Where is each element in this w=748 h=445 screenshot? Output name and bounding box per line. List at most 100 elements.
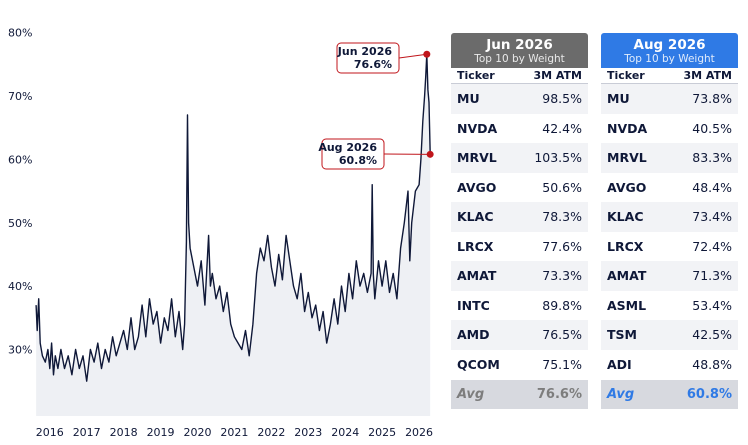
annotation-leader xyxy=(398,53,427,59)
avg-value: 60.8% xyxy=(686,387,732,402)
ticker-cell: KLAC xyxy=(457,209,494,225)
x-tick-label: 2023 xyxy=(294,426,322,439)
ticker-cell: AMD xyxy=(457,327,490,343)
table-row: AVGO 48.4% xyxy=(601,173,738,203)
table-row: NVDA 40.5% xyxy=(601,114,738,144)
ticker-cell: NVDA xyxy=(607,120,648,136)
atm-cell: 50.6% xyxy=(542,179,582,195)
ticker-cell: MRVL xyxy=(457,150,497,166)
series-line xyxy=(35,53,431,382)
column-headers: Ticker 3M ATM xyxy=(601,68,738,84)
atm-cell: 77.6% xyxy=(542,238,582,254)
atm-cell: 48.4% xyxy=(692,179,732,195)
annotation-marker xyxy=(426,150,434,158)
x-tick-label: 2026 xyxy=(405,426,433,439)
area-fill xyxy=(36,54,431,416)
ticker-cell: AVGO xyxy=(457,179,497,195)
atm-cell: 76.5% xyxy=(542,327,582,343)
atm-cell: 42.5% xyxy=(692,327,732,343)
ticker-cell: AMAT xyxy=(607,268,647,284)
table-title: Aug 2026 xyxy=(633,37,706,53)
table-row: MRVL 103.5% xyxy=(451,143,588,173)
table-row: AMAT 73.3% xyxy=(451,261,588,291)
table-aug-2026: Aug 2026 Top 10 by Weight Ticker 3M ATM … xyxy=(601,33,738,409)
table-row: KLAC 78.3% xyxy=(451,202,588,232)
atm-cell: 71.3% xyxy=(692,268,732,284)
atm-cell: 75.1% xyxy=(542,356,582,372)
atm-cell: 83.3% xyxy=(692,150,732,166)
annotation-marker xyxy=(423,50,431,58)
table-jun-2026: Jun 2026 Top 10 by Weight Ticker 3M ATM … xyxy=(451,33,588,409)
y-tick-label: 60% xyxy=(8,153,32,166)
x-tick-label: 2021 xyxy=(220,426,248,439)
table-row: LRCX 77.6% xyxy=(451,232,588,262)
table-row: NVDA 42.4% xyxy=(451,114,588,144)
avg-label: Avg xyxy=(457,387,485,402)
table-row: INTC 89.8% xyxy=(451,291,588,321)
atm-cell: 40.5% xyxy=(692,120,732,136)
atm-cell: 73.4% xyxy=(692,209,732,225)
table-row: MU 98.5% xyxy=(451,84,588,114)
col-atm: 3M ATM xyxy=(683,69,732,82)
ticker-cell: MU xyxy=(457,91,480,107)
table-row: ADI 48.8% xyxy=(601,350,738,380)
x-tick-label: 2022 xyxy=(257,426,285,439)
y-tick-label: 50% xyxy=(8,217,32,230)
ticker-cell: AVGO xyxy=(607,179,647,195)
col-ticker: Ticker xyxy=(457,69,495,82)
avg-row: Avg 60.8% xyxy=(601,380,738,409)
table-row: AVGO 50.6% xyxy=(451,173,588,203)
atm-cell: 72.4% xyxy=(692,238,732,254)
ticker-cell: INTC xyxy=(457,297,490,313)
x-tick-label: 2024 xyxy=(331,426,359,439)
column-headers: Ticker 3M ATM xyxy=(451,68,588,84)
table-row: KLAC 73.4% xyxy=(601,202,738,232)
x-tick-label: 2019 xyxy=(147,426,175,439)
annotation-box xyxy=(321,138,385,170)
atm-cell: 89.8% xyxy=(542,297,582,313)
atm-cell: 42.4% xyxy=(542,120,582,136)
ticker-cell: MRVL xyxy=(607,150,647,166)
ticker-cell: AMAT xyxy=(457,268,497,284)
atm-cell: 53.4% xyxy=(692,297,732,313)
col-ticker: Ticker xyxy=(607,69,645,82)
x-tick-label: 2016 xyxy=(36,426,64,439)
y-tick-label: 80% xyxy=(8,27,32,40)
atm-cell: 73.8% xyxy=(692,91,732,107)
table-header: Jun 2026 Top 10 by Weight xyxy=(451,33,588,68)
avg-value: 76.6% xyxy=(536,387,582,402)
annotation-date: Jun 2026 xyxy=(337,45,393,58)
table-rows: MU 73.8% NVDA 40.5% MRVL 83.3% AVGO 48.4% KLAC 73… xyxy=(601,84,738,379)
table-title: Jun 2026 xyxy=(486,37,553,53)
table-subtitle: Top 10 by Weight xyxy=(474,53,565,65)
table-row: MU 73.8% xyxy=(601,84,738,114)
x-tick-label: 2017 xyxy=(73,426,101,439)
x-tick-label: 2018 xyxy=(110,426,138,439)
ticker-cell: LRCX xyxy=(607,238,644,254)
ticker-cell: MU xyxy=(607,91,630,107)
table-row: LRCX 72.4% xyxy=(601,232,738,262)
atm-cell: 98.5% xyxy=(542,91,582,107)
table-row: MRVL 83.3% xyxy=(601,143,738,173)
table-rows: MU 98.5% NVDA 42.4% MRVL 103.5% AVGO 50.6% KLAC 7… xyxy=(451,84,588,379)
ticker-cell: LRCX xyxy=(457,238,494,254)
line-chart: 30% 40% 50% 60% 70% 80% 2016 2017 2018 2019 2020 20… xyxy=(8,27,434,439)
atm-cell: 73.3% xyxy=(542,268,582,284)
table-row: AMAT 71.3% xyxy=(601,261,738,291)
y-tick-label: 40% xyxy=(8,280,32,293)
x-tick-label: 2020 xyxy=(183,426,211,439)
annotation-date: Aug 2026 xyxy=(318,141,377,154)
y-tick-label: 30% xyxy=(8,343,32,356)
annotation-box xyxy=(336,42,400,74)
avg-label: Avg xyxy=(607,387,635,402)
table-header: Aug 2026 Top 10 by Weight xyxy=(601,33,738,68)
annotation-value: 60.8% xyxy=(339,154,377,167)
ticker-cell: KLAC xyxy=(607,209,644,225)
ticker-cell: NVDA xyxy=(457,120,498,136)
col-atm: 3M ATM xyxy=(533,69,582,82)
table-row: TSM 42.5% xyxy=(601,320,738,350)
x-tick-label: 2025 xyxy=(368,426,396,439)
ticker-cell: TSM xyxy=(607,327,637,343)
atm-cell: 103.5% xyxy=(534,150,582,166)
avg-row: Avg 76.6% xyxy=(451,380,588,409)
